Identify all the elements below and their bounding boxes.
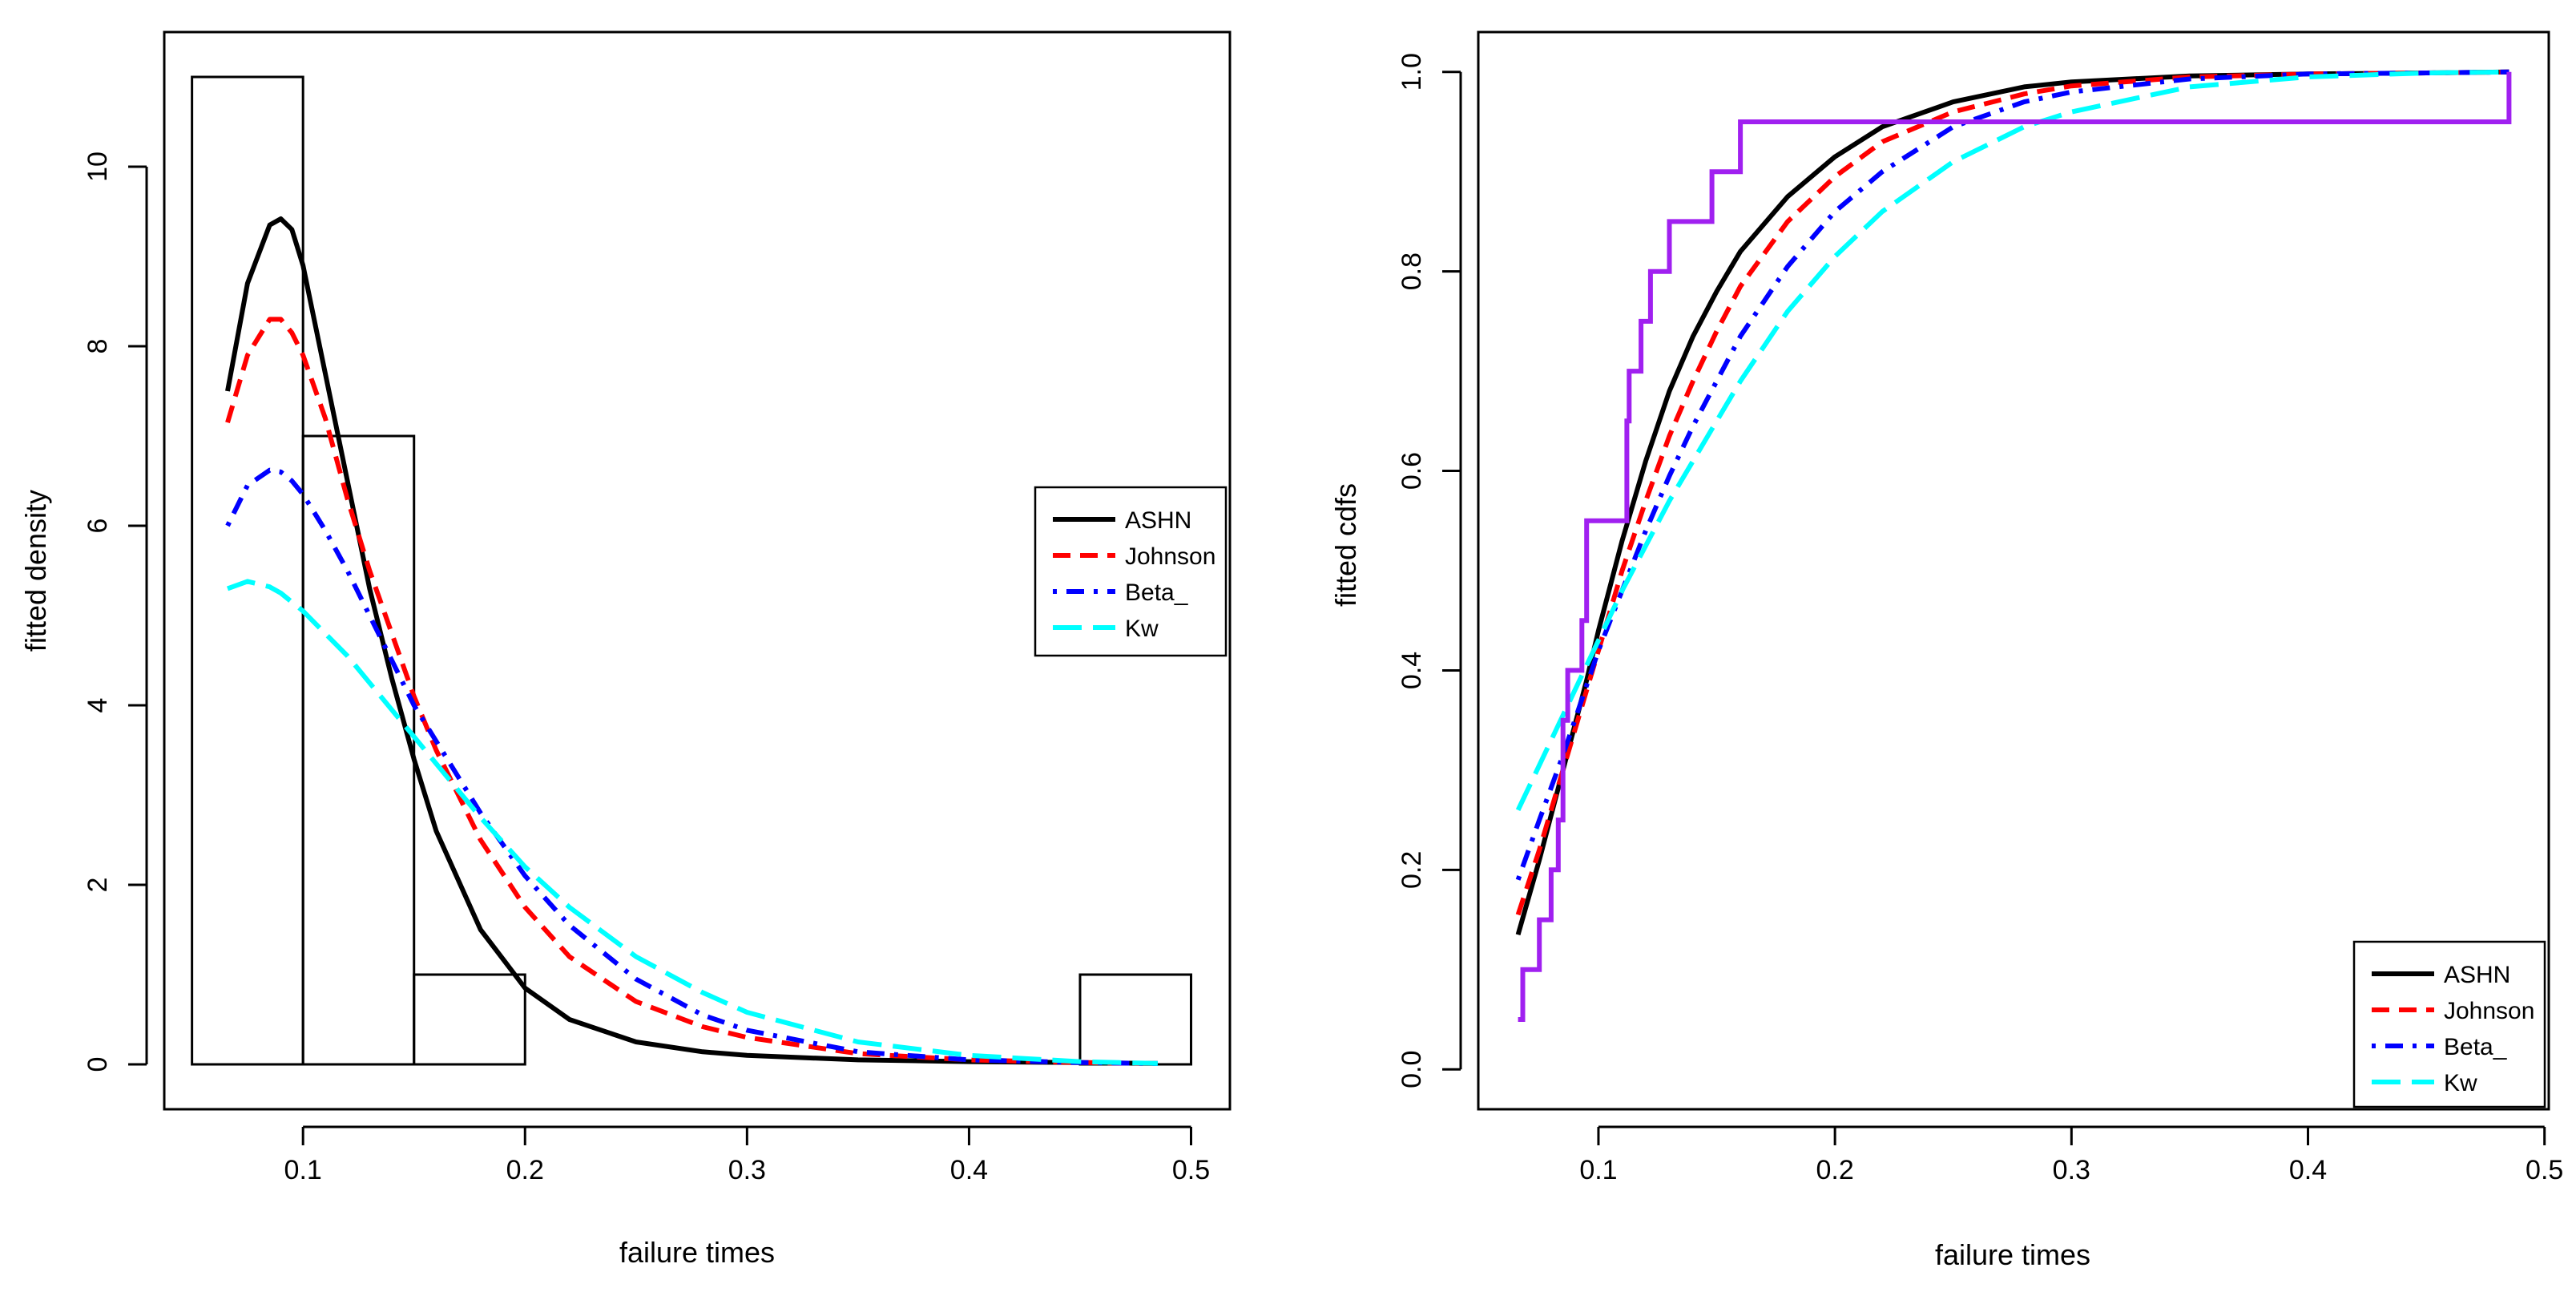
- density-x-tick-label: 0.1: [284, 1155, 322, 1185]
- cdf-legend-label: Beta_: [2444, 1034, 2508, 1060]
- histogram-bar: [413, 973, 526, 1066]
- density-y-axis: 0 2 4 6 8 10: [83, 151, 148, 1072]
- cdf-x-tick-label: 0.3: [2053, 1155, 2090, 1185]
- density-legend-label: Johnson: [1125, 543, 1215, 570]
- density-y-axis-label: fitted density: [19, 490, 52, 652]
- density-legend-label: ASHN: [1125, 507, 1191, 534]
- density-legend-label: Kw: [1125, 616, 1159, 642]
- cdf-legend-box: [2352, 940, 2546, 1108]
- cdf-y-tick-label: 0.0: [1397, 1051, 1427, 1088]
- density-y-tick-label: 8: [83, 339, 113, 354]
- cdf-curve-beta: [1515, 69, 2509, 881]
- cdf-x-tick-label: 0.4: [2289, 1155, 2327, 1185]
- density-x-tick-label: 0.3: [728, 1155, 766, 1185]
- density-curve-ashn: [225, 216, 1158, 1066]
- cdf-y-tick-label: 0.6: [1397, 452, 1427, 490]
- density-legend-label: Beta_: [1125, 579, 1189, 606]
- density-x-tick-label: 0.2: [506, 1155, 544, 1185]
- cdf-x-axis-label: failure times: [1935, 1238, 2090, 1271]
- cdf-panel: 0.1 0.2 0.3 0.4 0.5 0.0 0.2 0.4 0.6 0.8 1.0 failu…: [1329, 30, 2563, 1271]
- density-curve-johnson: [225, 317, 1158, 1066]
- empirical-cdf: [1518, 71, 2512, 1022]
- density-plot-frame: [163, 30, 1232, 1111]
- cdf-y-axis-label: fitted cdfs: [1329, 483, 1362, 607]
- cdf-y-axis: 0.0 0.2 0.4 0.6 0.8 1.0: [1397, 53, 1462, 1088]
- cdf-y-tick-label: 1.0: [1397, 53, 1427, 91]
- density-y-tick-label: 0: [83, 1057, 113, 1072]
- density-y-tick-label: 10: [83, 151, 113, 182]
- density-x-tick-label: 0.5: [1172, 1155, 1210, 1185]
- cdf-curve-johnson: [1515, 69, 2509, 916]
- density-y-tick-label: 4: [83, 698, 113, 713]
- histogram-bar: [1078, 973, 1193, 1066]
- cdf-legend-label: ASHN: [2444, 962, 2510, 988]
- cdf-x-tick-label: 0.1: [1579, 1155, 1617, 1185]
- density-y-tick-label: 6: [83, 519, 113, 534]
- cdf-curves: [1515, 69, 2509, 936]
- density-curve-kw: [226, 579, 1158, 1066]
- density-x-axis-label: failure times: [619, 1236, 775, 1269]
- cdf-legend-label: Johnson: [2444, 998, 2534, 1024]
- cdf-curve-kw: [1515, 69, 2509, 811]
- cdf-legend-label: Kw: [2444, 1070, 2477, 1096]
- empirical-cdf-step: [1518, 71, 2512, 1022]
- density-panel: 0.1 0.2 0.3 0.4 0.5 0 2 4 6 8 10 failure times fi…: [19, 30, 1232, 1269]
- density-y-tick-label: 2: [83, 878, 113, 893]
- cdf-y-tick-label: 0.4: [1397, 652, 1427, 689]
- cdf-y-tick-label: 0.8: [1397, 252, 1427, 290]
- density-x-axis: 0.1 0.2 0.3 0.4 0.5: [284, 1125, 1210, 1185]
- cdf-legend: ASHN Johnson Beta_ Kw: [2352, 940, 2546, 1108]
- density-legend: ASHN Johnson Beta_ Kw: [1034, 486, 1228, 657]
- density-curve-beta: [225, 467, 1158, 1066]
- cdf-plot-frame: [1477, 30, 2550, 1111]
- cdf-x-tick-label: 0.5: [2526, 1155, 2563, 1185]
- density-curves: [225, 216, 1158, 1066]
- cdf-x-axis: 0.1 0.2 0.3 0.4 0.5: [1579, 1125, 2563, 1185]
- cdf-y-tick-label: 0.2: [1397, 851, 1427, 889]
- cdf-x-tick-label: 0.2: [1816, 1155, 1854, 1185]
- density-x-tick-label: 0.4: [950, 1155, 988, 1185]
